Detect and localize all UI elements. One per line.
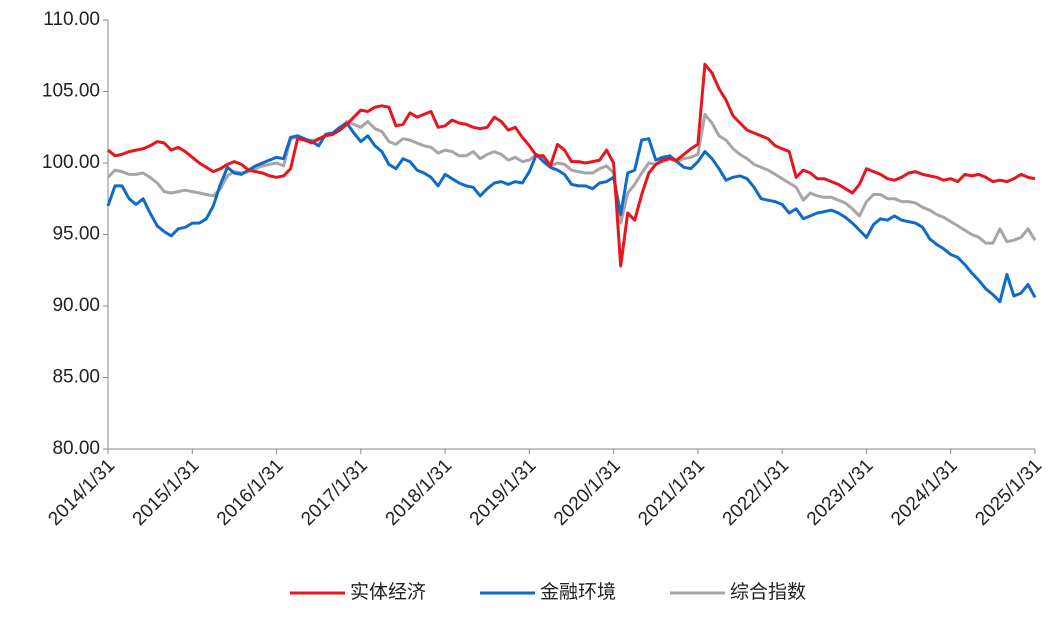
series-line — [107, 62, 1036, 268]
y-tick-label: 90.00 — [52, 295, 100, 316]
y-tick-label: 105.00 — [42, 81, 100, 102]
x-tick-label: 2022/1/31 — [719, 455, 794, 530]
y-tick-label: 80.00 — [52, 438, 100, 459]
y-tick-label: 100.00 — [42, 152, 100, 173]
x-tick-label: 2015/1/31 — [129, 455, 204, 530]
x-tick-label: 2020/1/31 — [550, 455, 625, 530]
x-tick-label: 2023/1/31 — [803, 455, 878, 530]
x-tick-label: 2019/1/31 — [466, 455, 541, 530]
legend-label: 综合指数 — [730, 581, 806, 603]
legend-label: 金融环境 — [540, 581, 616, 603]
x-tick-label: 2017/1/31 — [297, 455, 372, 530]
legend-label: 实体经济 — [350, 581, 426, 603]
x-tick-label: 2014/1/31 — [44, 455, 119, 530]
y-tick-label: 85.00 — [52, 367, 100, 388]
y-tick-label: 110.00 — [43, 9, 100, 30]
x-tick-label: 2021/1/31 — [634, 455, 709, 530]
series-line — [106, 112, 1037, 245]
x-tick-label: 2025/1/31 — [971, 455, 1046, 530]
x-tick-label: 2018/1/31 — [382, 455, 457, 530]
series-line — [106, 121, 1037, 304]
x-tick-label: 2016/1/31 — [213, 455, 288, 530]
y-tick-label: 95.00 — [52, 224, 100, 245]
x-tick-label: 2024/1/31 — [887, 455, 962, 530]
